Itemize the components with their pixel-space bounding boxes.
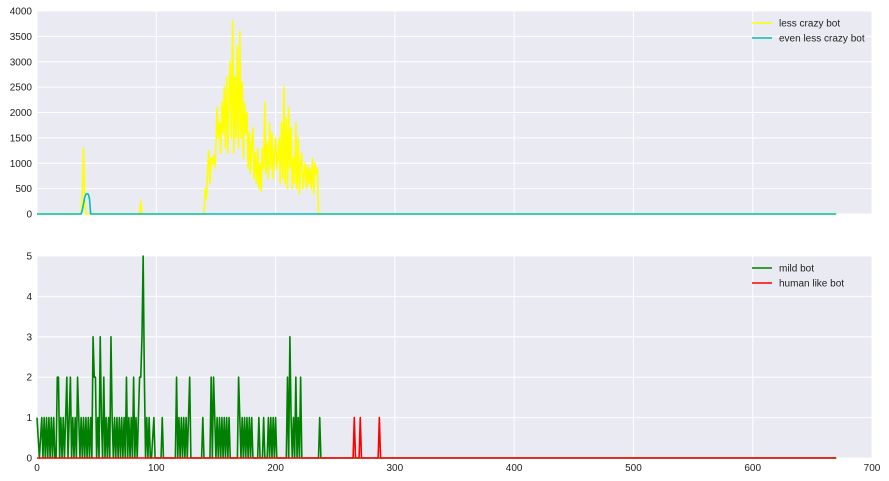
legend-label: human like bot: [779, 279, 844, 290]
x-tick-label: 0: [34, 463, 40, 474]
x-tick-label: 300: [387, 463, 404, 474]
x-tick-label: 400: [506, 463, 523, 474]
legend-label: less crazy bot: [779, 19, 840, 30]
legend-label: even less crazy bot: [779, 34, 865, 45]
y-tick-label: 2500: [10, 83, 33, 94]
series-line-human-like-bot: [37, 416, 837, 459]
y-tick-label: 4000: [10, 7, 33, 18]
bottom-subplot: 0 1 2 3 4 5 0 100 200 300 400 500 600 700 mild bot hu…: [26, 252, 880, 475]
x-tick-label: 700: [864, 463, 881, 474]
x-tick-label: 100: [148, 463, 165, 474]
y-tick-label: 2000: [10, 108, 33, 119]
top-series-lines: [37, 20, 837, 215]
bottom-y-tick-labels: 0 1 2 3 4 5: [26, 252, 32, 465]
x-tick-label: 500: [625, 463, 642, 474]
bottom-x-tick-labels: 0 100 200 300 400 500 600 700: [34, 463, 881, 474]
y-tick-label: 3000: [10, 57, 33, 68]
legend-label: mild bot: [779, 264, 814, 275]
top-subplot: 0 500 1000 1500 2000 2500 3000 3500 4000 less cr…: [10, 7, 873, 221]
x-tick-label: 600: [744, 463, 761, 474]
top-legend: less crazy bot even less crazy bot: [752, 19, 865, 45]
bottom-series-lines: [36, 255, 837, 459]
series-line-even-less-crazy-bot: [37, 192, 837, 215]
y-tick-label: 2: [26, 373, 32, 384]
y-tick-label: 0: [26, 454, 32, 465]
top-y-tick-labels: 0 500 1000 1500 2000 2500 3000 3500 4000: [10, 7, 33, 221]
bottom-legend: mild bot human like bot: [752, 264, 844, 290]
y-tick-label: 1: [26, 413, 32, 424]
y-tick-label: 3500: [10, 32, 33, 43]
top-gridlines: [36, 10, 873, 215]
y-tick-label: 4: [26, 292, 32, 303]
y-tick-label: 3: [26, 332, 32, 343]
y-tick-label: 1500: [10, 133, 33, 144]
y-tick-label: 0: [26, 210, 32, 221]
y-tick-label: 1000: [10, 159, 33, 170]
y-tick-label: 5: [26, 252, 32, 263]
x-tick-label: 200: [267, 463, 284, 474]
y-tick-label: 500: [15, 184, 32, 195]
series-line-less-crazy-bot: [37, 20, 837, 215]
